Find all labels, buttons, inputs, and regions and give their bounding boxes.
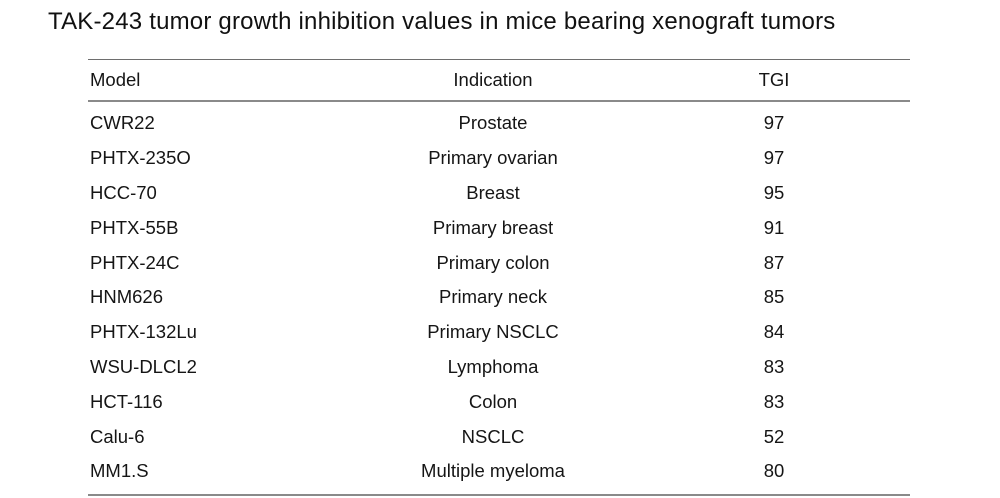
indication-cell: Breast [466, 181, 520, 203]
table-row: WSU-DLCL2 Lymphoma 83 [88, 350, 910, 385]
tgi-cell: 91 [763, 216, 785, 238]
tgi-cell: 80 [763, 460, 785, 482]
indication-cell: Primary colon [436, 251, 550, 273]
table-row: Calu-6 NSCLC 52 [88, 419, 910, 454]
table-top-rule [88, 59, 910, 60]
tgi-cell: 52 [763, 425, 785, 447]
table-row: PHTX-24C Primary colon 87 [88, 245, 910, 280]
table-row: MM1.S Multiple myeloma 80 [88, 454, 910, 489]
tgi-cell: 84 [763, 321, 785, 343]
indication-cell: Lymphoma [447, 355, 539, 377]
indication-cell: Primary breast [432, 216, 554, 238]
column-header-tgi: TGI [758, 69, 790, 90]
indication-cell: Prostate [458, 112, 528, 134]
model-cell: MM1.S [90, 460, 149, 482]
table-row: CWR22 Prostate 97 [88, 106, 910, 141]
indication-cell: Multiple myeloma [421, 460, 565, 482]
tgi-cell: 83 [763, 355, 785, 377]
indication-cell: Primary ovarian [428, 147, 558, 169]
table-row: PHTX-235O Primary ovarian 97 [88, 141, 910, 176]
model-cell: HNM626 [90, 286, 163, 308]
model-cell: PHTX-24C [90, 251, 180, 273]
indication-cell: Colon [468, 390, 518, 412]
table-row: PHTX-55B Primary breast 91 [88, 210, 910, 245]
table-row: HCC-70 Breast 95 [88, 176, 910, 211]
column-header-indication: Indication [453, 69, 533, 90]
model-cell: HCT-116 [90, 390, 163, 412]
model-cell: WSU-DLCL2 [90, 355, 197, 377]
table-row: HNM626 Primary neck 85 [88, 280, 910, 315]
tgi-cell: 85 [763, 286, 785, 308]
column-header-model: Model [90, 69, 141, 90]
table-row: PHTX-132Lu Primary NSCLC 84 [88, 315, 910, 350]
tgi-table: Model Indication TGI CWR22 Prostate 97 P… [88, 59, 910, 496]
indication-cell: Primary neck [439, 286, 547, 308]
indication-cell: NSCLC [461, 425, 525, 447]
table-bottom-rule [88, 493, 910, 496]
model-cell: PHTX-235O [90, 147, 191, 169]
model-cell: PHTX-55B [90, 216, 179, 238]
tgi-cell: 95 [763, 181, 785, 203]
tgi-cell: 97 [763, 147, 785, 169]
tgi-cell: 87 [763, 251, 785, 273]
model-cell: PHTX-132Lu [90, 321, 197, 343]
model-cell: Calu-6 [90, 425, 145, 447]
table-title: TAK-243 tumor growth inhibition values i… [48, 8, 836, 35]
table-row: HCT-116 Colon 83 [88, 384, 910, 419]
table-body: CWR22 Prostate 97 PHTX-235O Primary ovar… [88, 102, 910, 494]
model-cell: HCC-70 [90, 181, 157, 203]
tgi-cell: 97 [763, 112, 785, 134]
table-header-rule [88, 100, 910, 102]
indication-cell: Primary NSCLC [427, 321, 559, 343]
table-header-row: Model Indication TGI [88, 60, 910, 100]
tgi-cell: 83 [763, 390, 785, 412]
model-cell: CWR22 [90, 112, 155, 134]
